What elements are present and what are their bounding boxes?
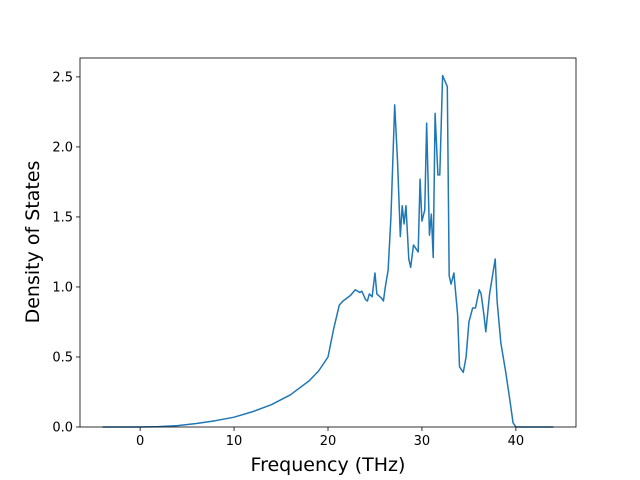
y-tick-label: 0.5 — [52, 350, 73, 365]
y-axis-label: Density of States — [22, 161, 44, 324]
y-tick-label: 2.0 — [52, 140, 73, 155]
x-tick-label: 0 — [136, 434, 144, 449]
y-tick-label: 1.5 — [52, 210, 73, 225]
y-tick-label: 1.0 — [52, 280, 73, 295]
x-tick-label: 20 — [320, 434, 337, 449]
x-tick-label: 10 — [226, 434, 243, 449]
y-tick-label: 2.5 — [52, 70, 73, 85]
axes-frame — [79, 57, 577, 428]
x-tick-label: 30 — [414, 434, 431, 449]
y-tick-label: 0.0 — [52, 421, 73, 436]
x-axis-label: Frequency (THz) — [251, 454, 406, 476]
line — [102, 74, 554, 428]
x-tick-label: 40 — [508, 434, 525, 449]
